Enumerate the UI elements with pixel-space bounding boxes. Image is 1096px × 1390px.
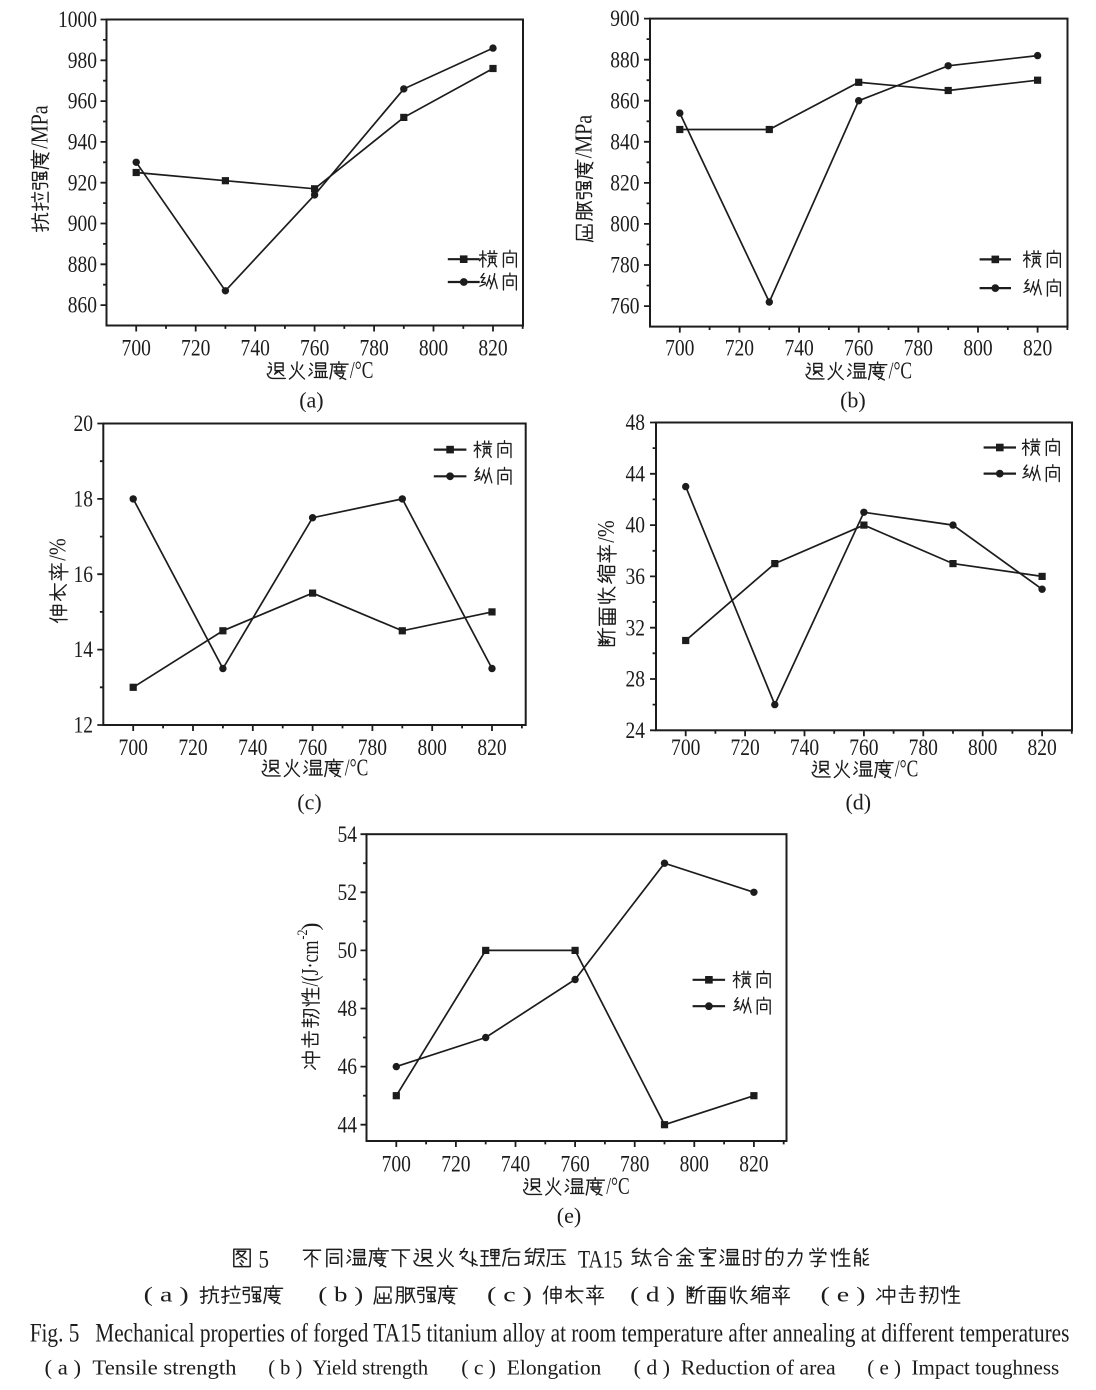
svg-text:800: 800 xyxy=(963,336,992,361)
svg-text:820: 820 xyxy=(478,336,507,361)
svg-text:740: 740 xyxy=(241,336,270,361)
svg-text:740: 740 xyxy=(238,735,267,760)
svg-text:12: 12 xyxy=(74,713,94,738)
svg-text:820: 820 xyxy=(610,171,639,196)
svg-text:740: 740 xyxy=(790,735,819,760)
svg-text:760: 760 xyxy=(560,1151,589,1176)
svg-text:900: 900 xyxy=(68,211,97,236)
svg-text:800: 800 xyxy=(610,212,639,237)
svg-text:920: 920 xyxy=(68,170,97,195)
svg-text:720: 720 xyxy=(441,1151,470,1176)
svg-text:/%: /% xyxy=(46,538,72,561)
svg-text:820: 820 xyxy=(1027,735,1056,760)
svg-text:760: 760 xyxy=(610,294,639,319)
svg-text:760: 760 xyxy=(849,735,878,760)
svg-text:/°C: /°C xyxy=(895,757,919,783)
svg-text:20: 20 xyxy=(74,411,94,436)
svg-text:700: 700 xyxy=(382,1151,411,1176)
svg-text:960: 960 xyxy=(68,89,97,114)
svg-text:/(J·cm: /(J·cm xyxy=(298,940,324,986)
svg-text:860: 860 xyxy=(68,293,97,318)
svg-text:880: 880 xyxy=(610,47,639,72)
svg-text:760: 760 xyxy=(298,735,327,760)
svg-text:32: 32 xyxy=(626,615,646,640)
svg-text:44: 44 xyxy=(338,1112,358,1137)
svg-text:780: 780 xyxy=(358,735,387,760)
svg-text:(c): (c) xyxy=(297,790,321,815)
svg-text:16: 16 xyxy=(74,562,94,587)
svg-text:700: 700 xyxy=(122,336,151,361)
svg-text:( a ): ( a ) xyxy=(144,1283,189,1307)
svg-text:54: 54 xyxy=(338,822,358,847)
svg-text:780: 780 xyxy=(359,336,388,361)
svg-text:720: 720 xyxy=(178,735,207,760)
svg-text:820: 820 xyxy=(739,1151,768,1176)
svg-text:/°C: /°C xyxy=(345,756,369,782)
svg-text:14: 14 xyxy=(74,637,94,662)
svg-text:700: 700 xyxy=(665,336,694,361)
svg-text:720: 720 xyxy=(730,735,759,760)
svg-text:36: 36 xyxy=(626,564,646,589)
svg-text:780: 780 xyxy=(620,1151,649,1176)
svg-text:( b ): ( b ) xyxy=(318,1283,363,1307)
svg-text:/MPa: /MPa xyxy=(28,105,54,149)
svg-text:( d ): ( d ) xyxy=(630,1283,675,1307)
svg-text:48: 48 xyxy=(626,410,646,435)
svg-text:800: 800 xyxy=(680,1151,709,1176)
svg-text:40: 40 xyxy=(626,513,646,538)
svg-text:44: 44 xyxy=(626,461,646,486)
svg-text:780: 780 xyxy=(909,735,938,760)
svg-text:(b): (b) xyxy=(840,387,866,412)
svg-text:( e ): ( e ) xyxy=(821,1283,866,1307)
svg-text:760: 760 xyxy=(300,336,329,361)
svg-text:720: 720 xyxy=(725,336,754,361)
svg-text:/°C: /°C xyxy=(606,1174,630,1200)
svg-text:28: 28 xyxy=(626,667,646,692)
svg-text:720: 720 xyxy=(181,336,210,361)
svg-text:1000: 1000 xyxy=(58,7,97,32)
svg-text:740: 740 xyxy=(501,1151,530,1176)
svg-text:( c ): ( c ) xyxy=(487,1283,532,1307)
svg-text:/MPa: /MPa xyxy=(572,115,598,159)
svg-text:( a ) Tensile strength: ( a ) Tensile strength xyxy=(45,1356,238,1380)
svg-text:840: 840 xyxy=(610,129,639,154)
svg-text:TA15: TA15 xyxy=(578,1246,623,1273)
svg-text:18: 18 xyxy=(74,487,94,512)
svg-text:(d): (d) xyxy=(845,789,871,814)
svg-text:/%: /% xyxy=(594,520,620,543)
svg-text:780: 780 xyxy=(610,253,639,278)
svg-text:740: 740 xyxy=(784,336,813,361)
svg-text:800: 800 xyxy=(419,336,448,361)
svg-text:/°C: /°C xyxy=(889,359,913,385)
svg-text:Fig. 5 Mechanical properties: Fig. 5 Mechanical properties of forged T… xyxy=(30,1318,1070,1348)
svg-text:780: 780 xyxy=(904,336,933,361)
svg-text:900: 900 xyxy=(610,6,639,31)
svg-text:820: 820 xyxy=(477,735,506,760)
svg-text:760: 760 xyxy=(844,336,873,361)
svg-text:50: 50 xyxy=(338,938,358,963)
svg-text:( c ) Elongation: ( c ) Elongation xyxy=(461,1356,602,1380)
svg-text:940: 940 xyxy=(68,130,97,155)
svg-text:800: 800 xyxy=(968,735,997,760)
svg-text:-2: -2 xyxy=(295,930,311,940)
svg-text:(e): (e) xyxy=(557,1203,581,1228)
svg-text:5: 5 xyxy=(259,1246,270,1273)
svg-text:700: 700 xyxy=(671,735,700,760)
svg-text:700: 700 xyxy=(119,735,148,760)
svg-text:24: 24 xyxy=(626,718,646,743)
svg-text:46: 46 xyxy=(338,1054,358,1079)
svg-text:860: 860 xyxy=(610,88,639,113)
svg-text:( b ) Yield strength: ( b ) Yield strength xyxy=(268,1356,428,1380)
svg-text:52: 52 xyxy=(338,880,358,905)
svg-text:48: 48 xyxy=(338,996,358,1021)
svg-text:880: 880 xyxy=(68,252,97,277)
svg-text:( e ) Impact toughness: ( e ) Impact toughness xyxy=(867,1356,1059,1380)
svg-text:980: 980 xyxy=(68,48,97,73)
svg-text:/°C: /°C xyxy=(350,358,374,384)
svg-text:( d ) Reduction of area: ( d ) Reduction of area xyxy=(634,1356,837,1380)
svg-text:(a): (a) xyxy=(299,388,323,413)
svg-text:820: 820 xyxy=(1023,336,1052,361)
svg-text:800: 800 xyxy=(418,735,447,760)
svg-text:): ) xyxy=(298,923,324,931)
